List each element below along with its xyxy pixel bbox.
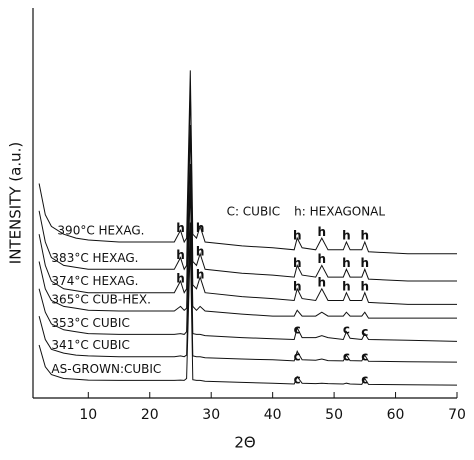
peak-marker: h xyxy=(293,229,302,243)
trace-label: 390°C HEXAG. xyxy=(57,224,144,238)
trace-label: AS-GROWN:CUBIC xyxy=(51,362,161,376)
peak-marker: c xyxy=(294,373,301,387)
peak-marker: h xyxy=(342,229,351,243)
peak-marker: h xyxy=(361,229,370,243)
peak-marker: h xyxy=(342,279,351,293)
x-tick-label: 60 xyxy=(387,407,405,423)
peak-marker: h xyxy=(318,252,327,266)
annotation: C: CUBIC xyxy=(227,204,281,218)
peak-marker: c xyxy=(343,322,350,336)
peak-marker: c xyxy=(343,350,350,364)
trace xyxy=(38,241,458,386)
x-tick-label: 50 xyxy=(325,407,343,423)
peak-marker: h xyxy=(196,268,205,282)
peak-marker: h xyxy=(342,256,351,270)
x-tick-label: 20 xyxy=(141,407,159,423)
x-tick-label: 10 xyxy=(79,407,97,423)
x-tick-label: 70 xyxy=(448,407,466,423)
trace-label: 383°C HEXAG. xyxy=(51,251,138,265)
peak-marker: c xyxy=(361,350,368,364)
trace xyxy=(38,222,458,363)
peak-marker: h xyxy=(176,248,185,262)
peak-marker: c xyxy=(294,322,301,336)
trace xyxy=(38,163,457,319)
trace-label: 341°C CUBIC xyxy=(51,338,129,352)
peak-marker: c xyxy=(294,350,301,364)
peak-marker: h xyxy=(176,272,185,286)
peak-marker: h xyxy=(293,256,302,270)
annotation: h: HEXAGONAL xyxy=(294,204,385,218)
y-axis-label: INTENSITY (a.u.) xyxy=(7,142,25,264)
peak-marker: h xyxy=(361,279,370,293)
peak-marker: c xyxy=(361,325,368,339)
peak-marker: h xyxy=(196,221,205,235)
peak-marker: h xyxy=(318,225,327,239)
trace xyxy=(38,124,457,305)
peak-marker: h xyxy=(196,244,205,258)
x-tick-label: 40 xyxy=(264,407,282,423)
trace-label: 365°C CUB-HEX. xyxy=(51,293,150,307)
trace-label: 374°C HEXAG. xyxy=(51,274,138,288)
peak-marker: h xyxy=(318,275,327,289)
peak-marker: h xyxy=(361,256,370,270)
x-tick-label: 30 xyxy=(202,407,220,423)
trace xyxy=(38,183,458,342)
trace xyxy=(38,85,457,282)
peak-marker: c xyxy=(361,373,368,387)
peak-marker: h xyxy=(293,279,302,293)
trace-label: 353°C CUBIC xyxy=(51,316,129,330)
x-axis-label: 2Θ xyxy=(234,434,255,452)
trace xyxy=(38,70,457,255)
peak-marker: h xyxy=(176,221,185,235)
